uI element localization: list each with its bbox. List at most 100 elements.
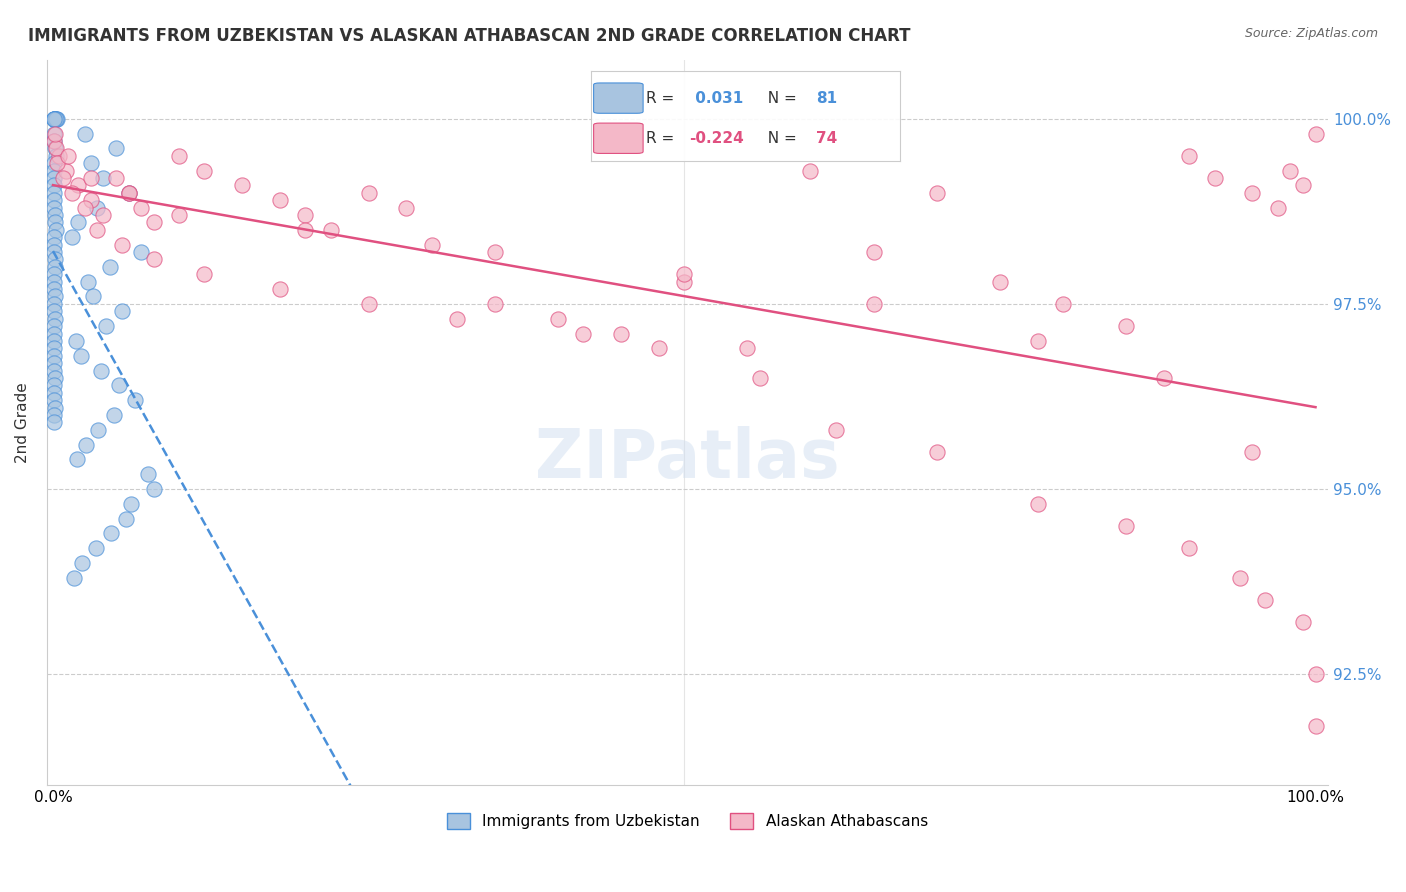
Point <box>1052 297 1074 311</box>
Point <box>737 341 759 355</box>
Point <box>44 363 66 377</box>
Point <box>648 341 671 355</box>
Point <box>193 163 215 178</box>
Point <box>67 215 90 229</box>
Point <box>42 171 65 186</box>
Text: IMMIGRANTS FROM UZBEKISTAN VS ALASKAN ATHABASCAN 2ND GRADE CORRELATION CHART: IMMIGRANTS FROM UZBEKISTAN VS ALASKAN AT… <box>28 27 911 45</box>
Point <box>925 445 948 459</box>
Point <box>136 467 159 482</box>
Point <box>45 112 67 126</box>
FancyBboxPatch shape <box>593 83 643 113</box>
Point <box>120 497 142 511</box>
Point <box>65 334 87 348</box>
Point <box>45 112 67 126</box>
Point <box>1241 445 1264 459</box>
Point <box>925 186 948 200</box>
Point <box>1292 615 1315 630</box>
Point <box>103 408 125 422</box>
Point <box>357 186 380 200</box>
Point <box>610 326 633 341</box>
Point <box>93 171 115 186</box>
Y-axis label: 2nd Grade: 2nd Grade <box>15 382 30 463</box>
Point <box>1178 149 1201 163</box>
Point <box>1305 667 1327 681</box>
Point <box>45 156 67 170</box>
Text: R =: R = <box>647 91 679 105</box>
Point <box>55 163 77 178</box>
Point <box>44 112 66 126</box>
Point <box>44 289 66 303</box>
Point <box>42 408 65 422</box>
Point <box>42 194 65 208</box>
Text: 74: 74 <box>817 131 838 145</box>
Point <box>44 311 66 326</box>
Point <box>100 526 122 541</box>
Point <box>44 112 66 126</box>
Point <box>484 297 506 311</box>
Point <box>60 186 83 200</box>
Text: N =: N = <box>758 91 801 105</box>
Point <box>80 194 103 208</box>
Point <box>118 186 141 200</box>
Point <box>1267 201 1289 215</box>
Point <box>118 186 141 200</box>
Point <box>107 378 129 392</box>
Point <box>48 149 70 163</box>
Point <box>67 178 90 193</box>
Point <box>1305 719 1327 733</box>
Point <box>111 304 134 318</box>
Point <box>484 245 506 260</box>
Point <box>988 275 1011 289</box>
Point <box>44 112 66 126</box>
Point <box>44 208 66 222</box>
Point <box>115 511 138 525</box>
Point <box>44 112 66 126</box>
Point <box>42 127 65 141</box>
Point <box>446 311 468 326</box>
Point <box>167 149 190 163</box>
Point <box>1115 319 1137 334</box>
Point <box>42 112 65 126</box>
Point <box>42 319 65 334</box>
Point <box>45 223 67 237</box>
Point <box>862 245 884 260</box>
Point <box>87 423 110 437</box>
Point <box>84 541 107 556</box>
Point <box>44 149 66 163</box>
Point <box>66 452 89 467</box>
Point <box>44 112 66 126</box>
Point <box>69 349 91 363</box>
Point <box>44 163 66 178</box>
Point <box>1178 541 1201 556</box>
Point <box>131 201 153 215</box>
Point <box>143 482 166 496</box>
Point <box>1026 334 1049 348</box>
Point <box>1026 497 1049 511</box>
Point <box>105 141 128 155</box>
Point <box>673 267 696 281</box>
Point <box>319 223 342 237</box>
Point <box>42 201 65 215</box>
Point <box>80 171 103 186</box>
Point <box>269 282 291 296</box>
Point <box>44 245 66 260</box>
Point <box>44 282 66 296</box>
Point <box>294 223 316 237</box>
Point <box>420 237 443 252</box>
Point <box>42 112 65 126</box>
Point <box>42 237 65 252</box>
Point <box>73 127 96 141</box>
Point <box>44 401 66 415</box>
Point <box>1254 593 1277 607</box>
Point <box>1292 178 1315 193</box>
Text: -0.224: -0.224 <box>689 131 744 145</box>
Point <box>44 304 66 318</box>
Point <box>44 186 66 200</box>
Point <box>44 141 66 155</box>
Point <box>44 371 66 385</box>
Point <box>111 237 134 252</box>
Point <box>862 297 884 311</box>
Point <box>105 171 128 186</box>
Point <box>44 334 66 348</box>
Point <box>143 215 166 229</box>
